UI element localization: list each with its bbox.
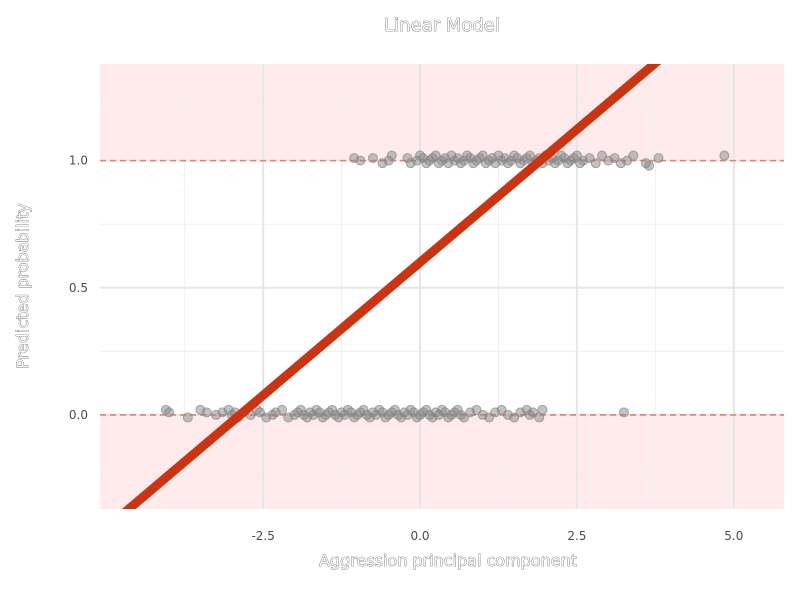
x-tick-label: 5.0 [724, 529, 743, 543]
data-point-outcome-1 [590, 158, 601, 169]
data-point-outcome-0 [618, 407, 629, 418]
data-point-outcome-0 [537, 404, 548, 415]
shaded-region-1 [100, 414, 784, 509]
data-point-outcome-1 [628, 150, 639, 161]
x-tick-label: 0.0 [410, 529, 429, 543]
data-point-outcome-0 [164, 407, 175, 418]
data-point-outcome-1 [644, 160, 655, 171]
x-tick-label: 2.5 [567, 529, 586, 543]
x-axis-label: Aggression principal component [319, 551, 577, 570]
data-point-outcome-0 [182, 412, 193, 423]
data-point-outcome-1 [719, 150, 730, 161]
y-tick-label: 1.0 [69, 154, 88, 168]
data-point-outcome-1 [355, 155, 366, 166]
data-point-outcome-0 [201, 407, 212, 418]
y-tick-label: 0.0 [69, 408, 88, 422]
regression-line [121, 64, 662, 509]
chart-title: Linear Model [384, 15, 500, 36]
shaded-region-0 [100, 64, 784, 161]
data-point-outcome-1 [386, 150, 397, 161]
data-point-outcome-1 [367, 153, 378, 164]
data-point-outcome-1 [653, 153, 664, 164]
x-tick-label: -2.5 [251, 529, 274, 543]
data-point-outcome-0 [276, 404, 287, 415]
y-tick-label: 0.5 [69, 281, 88, 295]
plot-area: -2.5 0.0 2.5 5.0 0.0 0.5 1.0 [69, 64, 784, 543]
y-axis-label: Predicted probability [13, 203, 32, 369]
